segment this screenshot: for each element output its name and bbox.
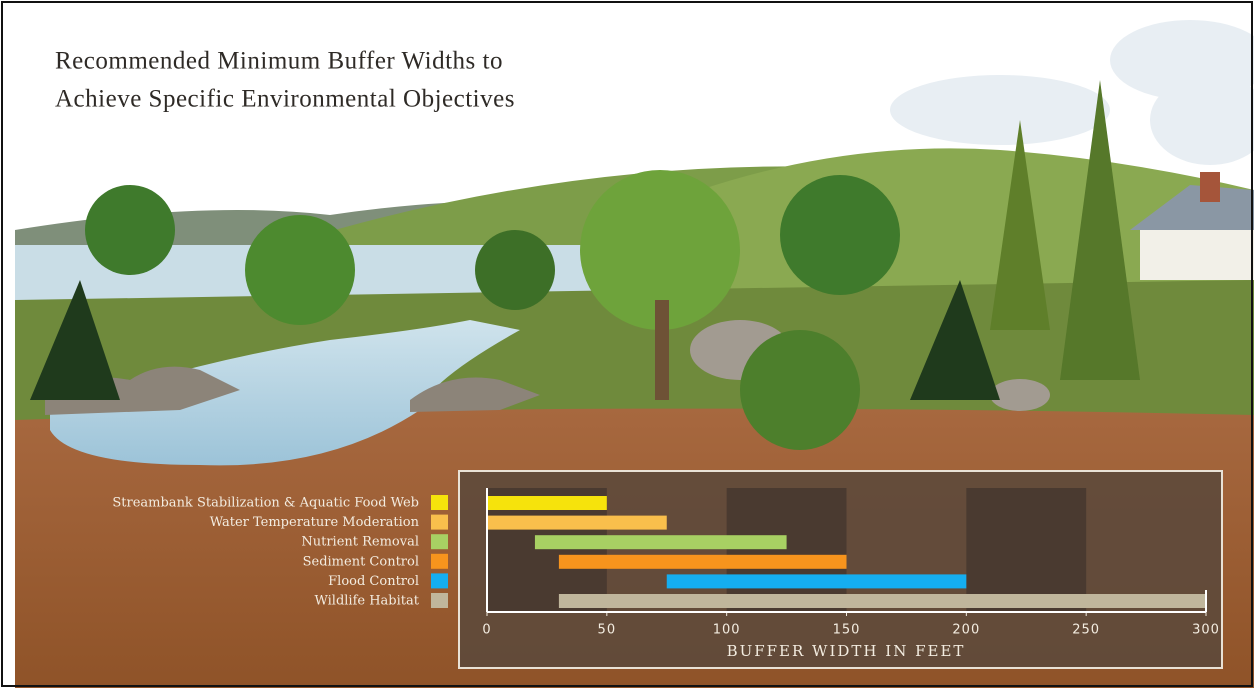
legend-swatch [431, 573, 448, 589]
legend-swatch [431, 514, 448, 530]
category-label: Sediment Control [303, 554, 419, 569]
category-label: Flood Control [328, 574, 419, 589]
legend-swatch [431, 593, 448, 608]
chart-title: Achieve Specific Environmental Objective… [55, 86, 515, 113]
chart-title: Recommended Minimum Buffer Widths to [55, 48, 503, 75]
bar [534, 535, 787, 550]
bar [666, 574, 967, 589]
x-tick-label: 200 [952, 623, 980, 638]
grid-band [966, 488, 1087, 612]
legend-swatch [431, 534, 448, 550]
x-tick-label: 100 [713, 623, 741, 638]
grid-band [726, 488, 847, 612]
x-tick-label: 0 [482, 623, 491, 638]
category-label: Wildlife Habitat [315, 594, 420, 609]
category-label: Streambank Stabilization & Aquatic Food … [112, 496, 419, 511]
bar [558, 554, 847, 569]
plot: 0 50 100 150 200 250 300 Streambank Stabilizati… [112, 488, 1220, 638]
legend-swatch [431, 553, 448, 569]
bar [487, 515, 667, 530]
category-label: Nutrient Removal [301, 535, 419, 550]
category-label: Water Temperature Moderation [210, 515, 420, 530]
bar [487, 496, 607, 510]
x-tick-label: 150 [833, 623, 861, 638]
bar [558, 594, 1206, 608]
x-tick-label: 300 [1192, 623, 1220, 638]
x-axis-label: BUFFER WIDTH IN FEET [727, 642, 966, 660]
x-tick-label: 50 [598, 623, 617, 638]
legend-swatch [431, 495, 448, 510]
x-tick-label: 250 [1072, 623, 1100, 638]
